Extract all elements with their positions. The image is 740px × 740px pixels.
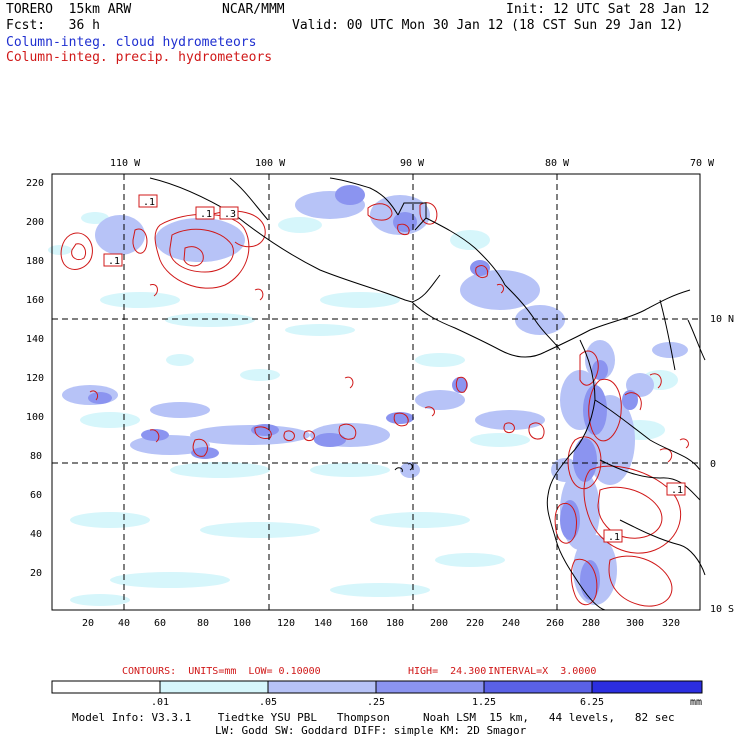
lat-label-10n: 10 N xyxy=(710,314,734,325)
field-cloud: Column-integ. cloud hydrometeors xyxy=(6,35,257,50)
y-tick-100: 100 xyxy=(26,412,44,423)
x-tick-20: 20 xyxy=(82,618,94,629)
init-time: Init: 12 UTC Sat 28 Jan 12 xyxy=(506,2,710,17)
lon-label-100w: 100 W xyxy=(255,158,286,169)
precip-contours xyxy=(60,202,689,607)
colorbar-tick-3: 1.25 xyxy=(472,697,497,708)
lon-label-80w: 80 W xyxy=(545,158,570,169)
x-tick-220: 220 xyxy=(466,618,484,629)
x-tick-60: 60 xyxy=(154,618,166,629)
x-tick-40: 40 xyxy=(118,618,130,629)
x-tick-240: 240 xyxy=(502,618,520,629)
y-tick-200: 200 xyxy=(26,217,44,228)
y-tick-120: 120 xyxy=(26,373,44,384)
y-tick-180: 180 xyxy=(26,256,44,267)
y-tick-220: 220 xyxy=(26,178,44,189)
lon-label-110w: 110 W xyxy=(110,158,141,169)
contour-label-3: .3 xyxy=(224,209,236,220)
colorbar-tick-1: .05 xyxy=(259,697,278,708)
x-tick-100: 100 xyxy=(233,618,251,629)
valid-time: Valid: 00 UTC Mon 30 Jan 12 (18 CST Sun … xyxy=(292,18,684,33)
model-info: Model Info: V3.3.1 Tiedtke YSU PBL Thomp… xyxy=(72,711,675,724)
x-tick-200: 200 xyxy=(430,618,448,629)
x-tick-160: 160 xyxy=(350,618,368,629)
colorbar-tick-2: .25 xyxy=(367,697,386,708)
y-tick-60: 60 xyxy=(30,490,42,501)
x-tick-140: 140 xyxy=(314,618,332,629)
lon-label-90w: 90 W xyxy=(400,158,425,169)
y-tick-140: 140 xyxy=(26,334,44,345)
contour-label-6: .1 xyxy=(608,532,620,543)
contour-high: HIGH= 24.300 xyxy=(408,666,487,677)
contour-label-2: .1 xyxy=(200,209,212,220)
x-axis: 20 40 60 80 100 120 140 160 180 200 220 … xyxy=(82,618,680,629)
contour-info: CONTOURS: UNITS=mm LOW= 0.10000 xyxy=(122,666,321,677)
x-tick-180: 180 xyxy=(386,618,404,629)
x-tick-260: 260 xyxy=(546,618,564,629)
colorbar-unit: mm xyxy=(690,697,703,708)
x-tick-80: 80 xyxy=(197,618,209,629)
y-tick-20: 20 xyxy=(30,568,42,579)
x-tick-120: 120 xyxy=(277,618,295,629)
x-tick-300: 300 xyxy=(626,618,644,629)
coastlines xyxy=(149,177,706,611)
lon-label-70w: 70 W xyxy=(690,158,715,169)
colorbar xyxy=(51,680,703,694)
colorbar-tick-0: .01 xyxy=(151,697,170,708)
contour-labels: .1 .1 .3 .1 .1 .1 xyxy=(103,194,686,543)
model-info-physics: LW: Godd SW: Goddard DIFF: simple KM: 2D… xyxy=(215,724,527,737)
map-frame xyxy=(51,173,701,611)
field-precip: Column-integ. precip. hydrometeors xyxy=(6,50,273,65)
graticule xyxy=(52,174,700,610)
y-tick-40: 40 xyxy=(30,529,42,540)
y-axis: 220 200 180 160 140 120 100 80 60 40 20 xyxy=(26,178,44,579)
contour-label-5: .1 xyxy=(671,485,683,496)
forecast-hour: Fcst: 36 h xyxy=(6,18,100,33)
y-tick-80: 80 xyxy=(30,451,42,462)
contour-label-4: .1 xyxy=(108,256,120,267)
lat-label-0: 0 xyxy=(710,459,716,470)
colorbar-tick-4: 6.25 xyxy=(580,697,605,708)
contour-interval: INTERVAL=X 3.0000 xyxy=(488,666,597,677)
x-tick-280: 280 xyxy=(582,618,600,629)
contour-label-1: .1 xyxy=(143,197,155,208)
cloud-field xyxy=(48,185,688,606)
model-title: TORERO 15km ARW xyxy=(6,2,132,17)
y-tick-160: 160 xyxy=(26,295,44,306)
lat-label-10s: 10 S xyxy=(710,604,734,615)
organization: NCAR/MMM xyxy=(222,2,285,17)
x-tick-320: 320 xyxy=(662,618,680,629)
